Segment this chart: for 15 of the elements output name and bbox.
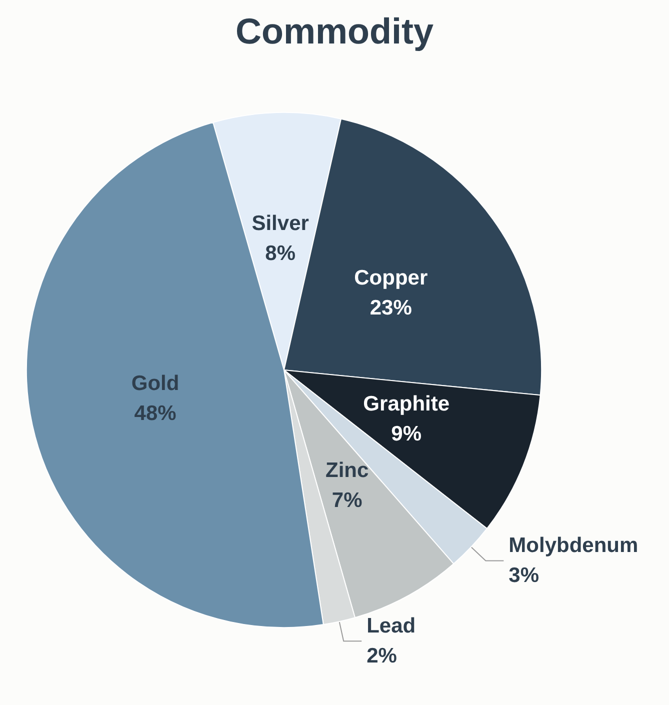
data-label: 8% xyxy=(265,242,296,265)
slice-label: Molybdenum xyxy=(508,534,638,558)
data-label: 48% xyxy=(134,402,177,425)
data-label: 23% xyxy=(370,296,412,320)
data-label: 7% xyxy=(332,489,363,512)
slice-label: Gold xyxy=(131,372,180,395)
slice-label: Silver xyxy=(252,212,309,235)
slice-label: Zinc xyxy=(325,459,369,482)
data-label: 9% xyxy=(391,422,422,446)
slice-label: Copper xyxy=(354,266,428,290)
chart-title: Commodity xyxy=(236,10,434,52)
data-label: 3% xyxy=(508,564,540,588)
slice-label: Lead xyxy=(366,614,416,638)
data-label: 2% xyxy=(366,644,398,668)
slice-label: Graphite xyxy=(363,392,450,416)
